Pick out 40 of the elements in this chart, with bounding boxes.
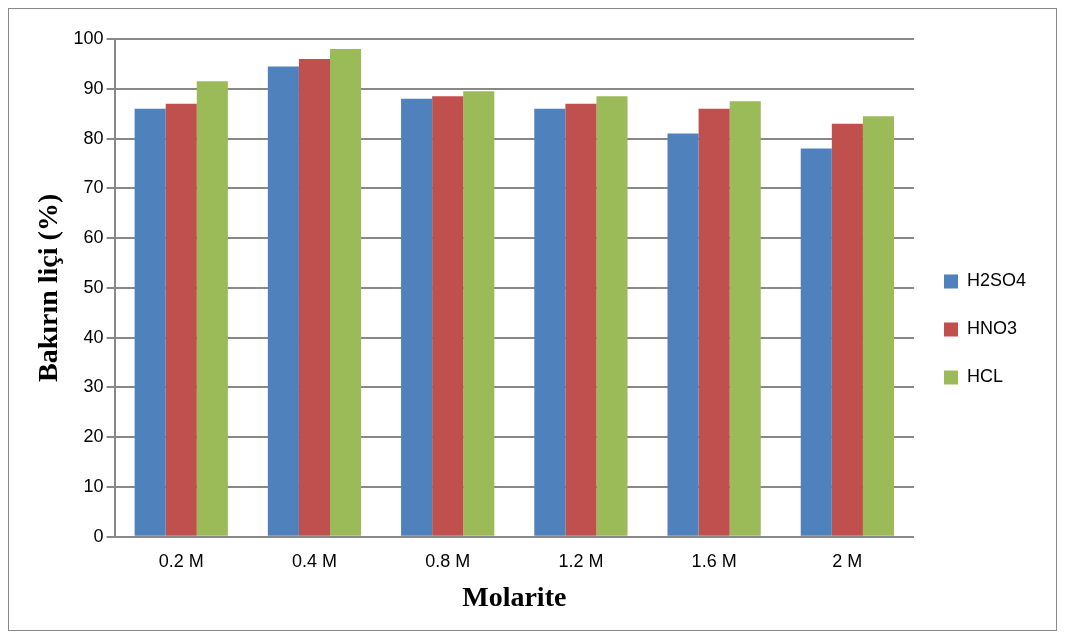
y-tick-label: 50 [83, 276, 104, 297]
bar [698, 108, 730, 536]
y-tick-label: 40 [83, 326, 104, 347]
bar [800, 148, 832, 536]
x-tick-label: 1.2 M [558, 550, 604, 571]
y-tick-label: 0 [93, 525, 104, 546]
legend-label: HNO3 [966, 318, 1017, 339]
y-tick-label: 90 [83, 77, 104, 98]
y-axis-title: Bakırın liçi (%) [32, 193, 64, 383]
bar [729, 101, 761, 536]
bar [463, 91, 495, 536]
y-tick-label: 100 [73, 27, 104, 48]
bar [134, 108, 166, 536]
bar [330, 48, 362, 536]
y-tick-label: 30 [83, 376, 104, 397]
bar [565, 103, 597, 536]
y-tick-label: 70 [83, 177, 104, 198]
bar [862, 116, 894, 536]
bar [831, 123, 863, 536]
y-tick-label: 60 [83, 227, 104, 248]
legend-label: HCL [966, 366, 1003, 387]
bar [196, 81, 228, 536]
x-tick-label: 0.4 M [291, 550, 337, 571]
legend-label: H2SO4 [966, 270, 1026, 291]
x-tick-label: 1.6 M [691, 550, 737, 571]
bar [667, 133, 699, 536]
bar [432, 96, 464, 536]
bar [401, 98, 433, 536]
bar [298, 58, 331, 536]
bar [165, 103, 197, 536]
y-tick-label: 80 [83, 127, 104, 148]
bar [534, 108, 566, 536]
x-axis-title: Molarite [462, 581, 567, 613]
y-tick-label: 20 [83, 426, 104, 447]
bar [596, 96, 628, 536]
bar [267, 66, 299, 536]
x-tick-label: 2 M [832, 550, 863, 571]
x-tick-label: 0.8 M [425, 550, 471, 571]
y-tick-label: 10 [83, 475, 104, 496]
x-tick-label: 0.2 M [158, 550, 204, 571]
